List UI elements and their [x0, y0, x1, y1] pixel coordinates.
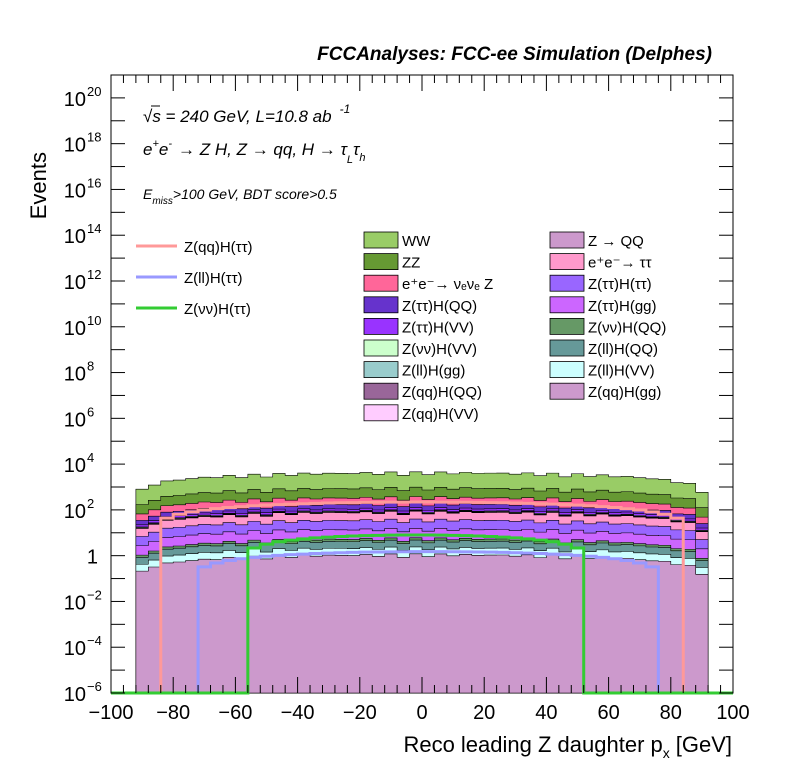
y-axis-label: Events: [26, 152, 51, 219]
y-tick-label: 10: [64, 592, 86, 614]
x-tick-label: −40: [281, 702, 315, 724]
x-tick-label: 20: [473, 702, 495, 724]
energy-annotation: √s = 240 GeV, L=10.8 ab -1: [143, 102, 350, 126]
legend-swatch: [363, 317, 399, 335]
y-tick-exponent: −6: [87, 679, 102, 694]
y-tick-label: 10: [64, 318, 86, 340]
signal-legend: Z(qq)H(ττ) Z(ll)H(ττ) Z(νν)H(ττ): [136, 239, 253, 318]
legend-background-label: ZZ: [402, 255, 420, 272]
legend-background-label: Z(ττ)H(QQ): [402, 298, 477, 315]
x-tick-label: −20: [343, 702, 377, 724]
x-tick-label: −80: [156, 702, 190, 724]
process-annotation: e+e- → Z H, Z → qq, H → τLτh: [143, 138, 365, 166]
legend-background-label: Z → QQ: [588, 233, 644, 250]
y-tick-label: 10: [64, 135, 86, 157]
legend-background-label: Z(qq)H(gg): [588, 384, 661, 401]
histogram-layer: [111, 471, 733, 694]
legend-background-label: Z(qq)H(VV): [402, 406, 479, 423]
y-tick-exponent: 10: [87, 313, 101, 328]
y-tick-exponent: 8: [87, 359, 94, 374]
legend-background-label: Z(ττ)H(VV): [402, 319, 474, 336]
legend-swatch: [363, 296, 399, 314]
x-tick-label: 80: [660, 702, 682, 724]
legend-swatch: [549, 382, 585, 400]
signal-curve-1: [111, 550, 733, 695]
legend-swatch: [363, 339, 399, 357]
legend-signal-label: Z(νν)H(ττ): [184, 301, 251, 318]
y-tick-exponent: 20: [87, 84, 101, 99]
x-axis-label: Reco leading Z daughter px [GeV]: [403, 732, 732, 761]
legend-swatch: [549, 296, 585, 314]
y-tick-label: 10: [64, 226, 86, 248]
stack-layer-16: [111, 553, 733, 694]
y-tick-label: 10: [64, 684, 86, 706]
legend-swatch: [363, 382, 399, 400]
legend-swatch: [363, 231, 399, 249]
legend-background-label: e⁺e⁻→ νₑνₑ Z: [402, 276, 493, 293]
legend-background-label: Z(qq)H(QQ): [402, 384, 482, 401]
y-tick-exponent: −4: [87, 633, 102, 648]
legend-swatch: [549, 274, 585, 292]
y-tick-label: 10: [64, 364, 86, 386]
legend-swatch: [549, 253, 585, 271]
y-tick-label: 10: [64, 638, 86, 660]
legend-swatch: [363, 361, 399, 379]
y-tick-label: 10: [64, 501, 86, 523]
legend-signal-label: Z(qq)H(ττ): [184, 239, 253, 256]
y-tick-label: 1: [87, 547, 98, 569]
x-tick-label: −60: [218, 702, 252, 724]
y-tick-label: 10: [64, 180, 86, 202]
y-tick-label: 10: [64, 272, 86, 294]
chart-title: FCCAnalyses: FCC-ee Simulation (Delphes): [317, 44, 712, 65]
legend-background-label: e⁺e⁻→ ττ: [588, 255, 652, 272]
y-tick-label: 10: [64, 89, 86, 111]
x-tick-label: 100: [716, 702, 749, 724]
axis-layer: −100 −80 −60 −40 −20 0 20 40 60 80 10010−610−410−2…: [64, 74, 750, 724]
legend-background-label: Z(ll)H(VV): [588, 363, 655, 380]
x-tick-label: 0: [416, 702, 427, 724]
y-tick-exponent: −2: [87, 587, 102, 602]
legend-swatch: [549, 361, 585, 379]
x-tick-label: 40: [535, 702, 557, 724]
signal-curve-2: [111, 533, 733, 695]
y-tick-exponent: 18: [87, 130, 101, 145]
background-legend: WW ZZ e⁺e⁻→ νₑνₑ Z Z(ττ)H(QQ) Z(ττ)H(VV) Z(νν…: [363, 231, 666, 423]
x-tick-label: −100: [88, 702, 133, 724]
legend-background-label: WW: [402, 233, 431, 250]
signal-curve-0: [111, 500, 733, 695]
legend-background-label: Z(νν)H(QQ): [588, 319, 666, 336]
y-tick-exponent: 4: [87, 450, 94, 465]
legend-swatch: [363, 253, 399, 271]
legend-background-label: Z(ττ)H(ττ): [588, 276, 652, 293]
x-tick-label: 60: [597, 702, 619, 724]
y-tick-label: 10: [64, 455, 86, 477]
legend-swatch: [363, 404, 399, 422]
signal-layer: [111, 500, 733, 695]
legend-background-label: Z(ll)H(QQ): [588, 341, 658, 358]
y-tick-exponent: 2: [87, 496, 94, 511]
legend-swatch: [363, 274, 399, 292]
legend-signal-label: Z(ll)H(ττ): [184, 270, 243, 287]
legend-swatch: [549, 339, 585, 357]
legend-swatch: [549, 231, 585, 249]
y-tick-exponent: 6: [87, 404, 94, 419]
legend-background-label: Z(νν)H(VV): [402, 341, 477, 358]
y-tick-exponent: 14: [87, 221, 101, 236]
y-tick-exponent: 12: [87, 267, 101, 282]
y-tick-exponent: 16: [87, 175, 101, 190]
legend-background-label: Z(ll)H(gg): [402, 363, 465, 380]
y-tick-label: 10: [64, 409, 86, 431]
selection-annotation: Emiss>100 GeV, BDT score>0.5: [143, 186, 337, 207]
legend-background-label: Z(ττ)H(gg): [588, 298, 657, 315]
legend-swatch: [549, 317, 585, 335]
